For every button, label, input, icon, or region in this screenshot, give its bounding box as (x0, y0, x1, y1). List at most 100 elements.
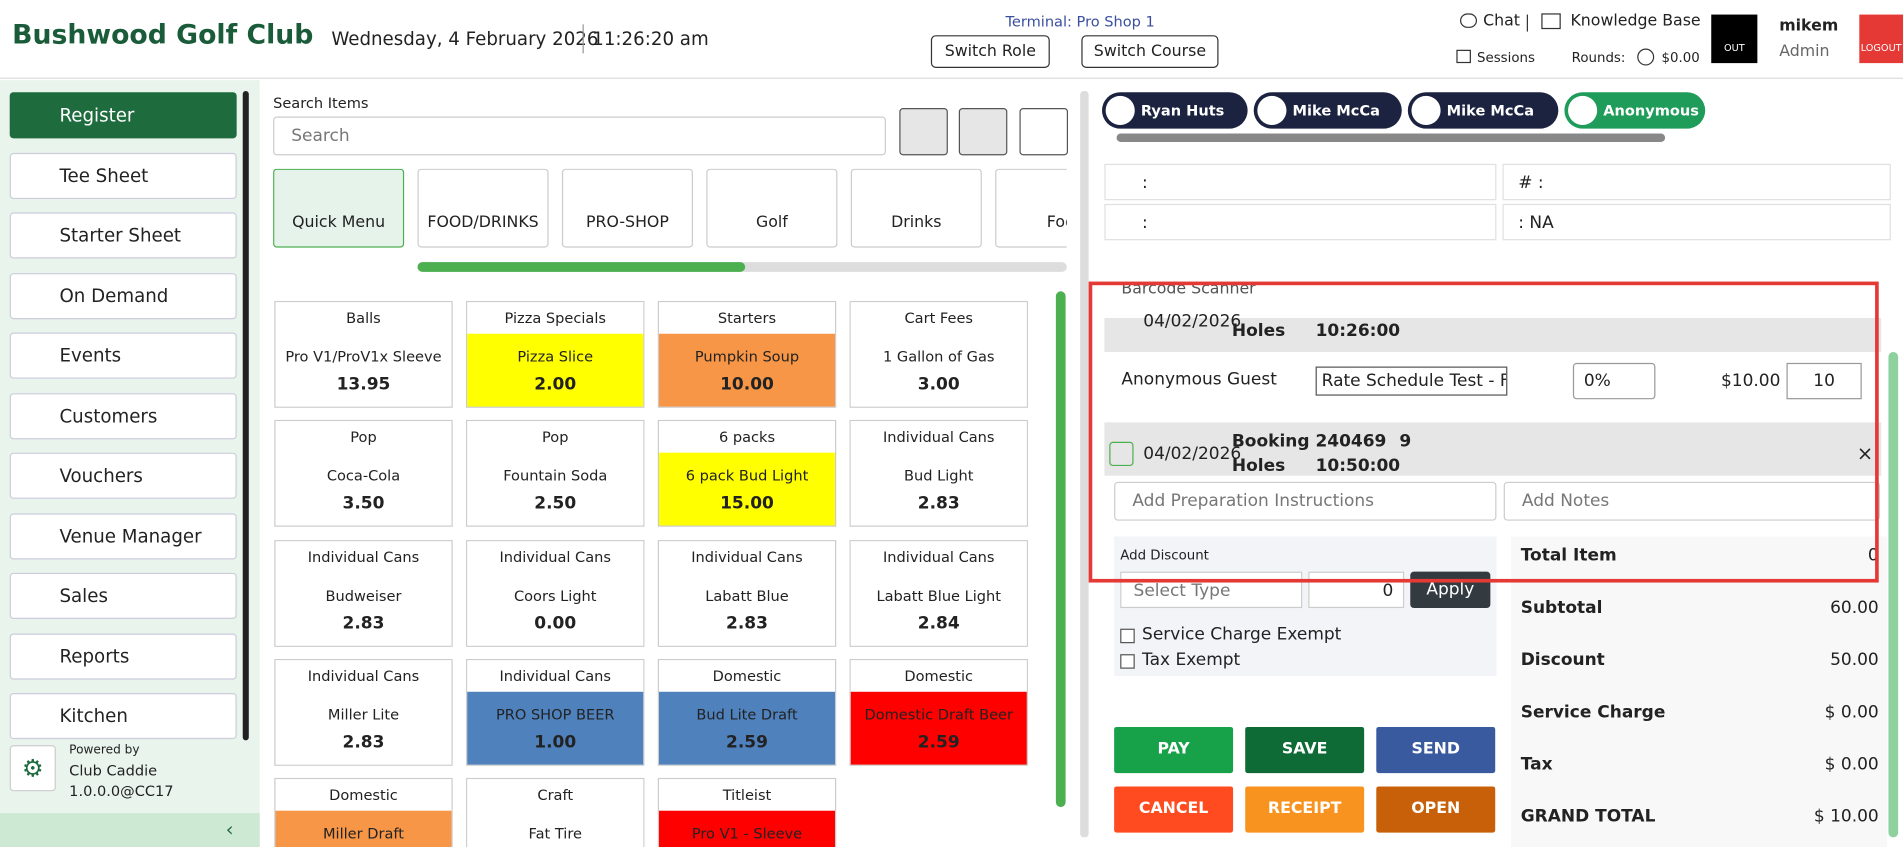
item-group: Domestic (659, 660, 835, 692)
item-tile[interactable]: 6 packs 6 pack Bud Light 15.00 (657, 420, 837, 528)
settings-button[interactable]: ⚙ (9, 745, 56, 792)
chat[interactable]: Chat (1483, 12, 1520, 31)
category-tile[interactable]: Quick Menu (273, 168, 405, 248)
item-tile[interactable]: Starters Pumpkin Soup 10.00 (657, 300, 837, 408)
kb-icon (1541, 13, 1561, 30)
customer-tab[interactable]: Mike McCa (1253, 92, 1402, 129)
action-button[interactable]: CANCEL (1114, 786, 1234, 833)
item-tile[interactable]: Individual Cans Labatt Blue 2.83 (657, 539, 837, 647)
category-tile[interactable]: Golf (706, 168, 838, 248)
category-tile[interactable]: FOOD/DRINKS (417, 168, 549, 248)
clock-out-button[interactable]: OUT (1711, 14, 1758, 64)
collapse-button[interactable]: ‹ (225, 818, 234, 842)
action-button[interactable]: RECEIPT (1245, 786, 1365, 833)
item-tile[interactable]: Individual Cans Labatt Blue Light 2.84 (849, 539, 1028, 647)
right-scrollbar (1888, 351, 1899, 838)
prep-input[interactable]: Add Preparation Instructions (1114, 481, 1497, 521)
date: Wednesday, 4 February 2026 (331, 27, 599, 50)
tool-button[interactable] (958, 108, 1008, 156)
edit-icon[interactable] (1109, 441, 1134, 467)
customer-tab[interactable]: Ryan Huts (1101, 92, 1248, 129)
action-button[interactable]: SAVE (1245, 726, 1365, 774)
item-tile[interactable]: Individual Cans Budweiser 2.83 (274, 539, 453, 647)
total-value: 0 (1867, 546, 1879, 566)
total-value: 50.00 (1830, 650, 1879, 670)
user: mikem (1779, 16, 1839, 36)
switch-role-button[interactable]: Switch Role (930, 35, 1050, 68)
discount-select[interactable]: 0% (1572, 362, 1656, 400)
nav-item[interactable]: Events (9, 332, 237, 379)
item-tile[interactable]: Domestic Miller Draft (274, 778, 453, 847)
item-tile[interactable]: Cart Fees 1 Gallon of Gas 3.00 (849, 300, 1028, 408)
item-tile[interactable]: Pop Coca-Cola 3.50 (274, 420, 453, 528)
item-group: Pop (467, 421, 644, 454)
item-tile[interactable]: Individual Cans PRO SHOP BEER 1.00 (466, 658, 645, 766)
avatar (1411, 95, 1441, 126)
notes-input[interactable]: Add Notes (1503, 481, 1880, 521)
customer-tab[interactable]: Mike McCa (1407, 92, 1559, 129)
item-tile[interactable]: Individual Cans Coors Light 0.00 (466, 539, 645, 647)
item-tile[interactable]: Domestic Domestic Draft Beer 2.59 (849, 658, 1028, 766)
tool-button[interactable] (899, 108, 948, 156)
remove-line[interactable]: × (1856, 441, 1874, 465)
item-price: 3.00 (917, 375, 960, 395)
item-group: Titleist (659, 779, 835, 811)
item-tile[interactable]: Individual Cans Miller Lite 2.83 (274, 658, 453, 766)
rate-select[interactable]: Rate Schedule Test - F (1315, 366, 1508, 396)
search-input[interactable]: Search (273, 116, 886, 156)
item-body: Fountain Soda 2.50 (467, 453, 644, 526)
total-label: Tax (1520, 754, 1553, 775)
tool-button[interactable] (1019, 108, 1069, 156)
checkbox[interactable] (1120, 654, 1135, 669)
vendor: Club Caddie (69, 762, 158, 780)
customer-tab[interactable]: Anonymous (1564, 92, 1706, 129)
discount-type[interactable]: Select Type (1120, 571, 1303, 609)
discount-amount[interactable]: 0 (1308, 571, 1405, 609)
category-scroll-thumb (417, 262, 746, 272)
item-name: Pro V1 - Sleeve (691, 825, 803, 843)
category-tile[interactable]: PRO-SHOP (561, 168, 693, 248)
action-button[interactable]: PAY (1114, 726, 1234, 774)
item-price: 2.83 (917, 494, 960, 514)
category-tile[interactable]: Drinks (850, 168, 982, 248)
checkbox[interactable] (1120, 628, 1135, 644)
nav-item[interactable]: Tee Sheet (9, 152, 237, 199)
item-body: Pro V1/ProV1x Sleeve 13.95 (275, 333, 452, 407)
item-tile[interactable]: Individual Cans Bud Light 2.83 (849, 420, 1028, 528)
nav-item[interactable]: On Demand (9, 272, 237, 319)
nav-item[interactable]: Sales (9, 572, 237, 619)
item-tile[interactable]: Craft Fat Tire (466, 778, 645, 847)
nav-item[interactable]: Starter Sheet (9, 212, 237, 259)
category-tile[interactable]: Foo (995, 168, 1067, 248)
item-group: Craft (467, 779, 644, 811)
switch-course-button[interactable]: Switch Course (1081, 35, 1219, 68)
item-tile[interactable]: Balls Pro V1/ProV1x Sleeve 13.95 (274, 300, 453, 408)
nav-item[interactable]: Register (9, 92, 237, 139)
action-button[interactable]: SEND (1376, 726, 1496, 774)
item-tile[interactable]: Pop Fountain Soda 2.50 (466, 420, 645, 528)
item-tile[interactable]: Pizza Specials Pizza Slice 2.00 (466, 300, 645, 408)
nav-item[interactable]: Vouchers (9, 452, 237, 499)
powered-by: Powered by (69, 743, 140, 758)
qty-input[interactable]: 10 (1786, 362, 1862, 400)
item-body: Budweiser 2.83 (275, 572, 452, 646)
item-body: Pro V1 - Sleeve (659, 810, 835, 847)
knowledge-base[interactable]: Knowledge Base (1570, 12, 1701, 31)
nav-item[interactable]: Kitchen (9, 692, 237, 740)
logout-button[interactable]: LOGOUT (1859, 14, 1903, 64)
item-body: Fat Tire (467, 810, 644, 847)
item-name: Domestic Draft Beer (864, 706, 1013, 724)
item-name: Fountain Soda (503, 467, 608, 485)
nav-item[interactable]: Customers (9, 392, 237, 439)
sessions[interactable]: Sessions (1477, 49, 1535, 66)
item-body: Pizza Slice 2.00 (467, 333, 644, 407)
item-tile[interactable]: Titleist Pro V1 - Sleeve (657, 778, 837, 847)
apply-button[interactable]: Apply (1410, 571, 1491, 609)
total-value: 60.00 (1830, 598, 1879, 618)
item-tile[interactable]: Domestic Bud Lite Draft 2.59 (657, 658, 837, 766)
nav-item[interactable]: Venue Manager (9, 512, 237, 559)
action-button[interactable]: OPEN (1376, 786, 1496, 833)
highlight-box (1088, 281, 1879, 583)
nav-item[interactable]: Reports (9, 632, 237, 680)
